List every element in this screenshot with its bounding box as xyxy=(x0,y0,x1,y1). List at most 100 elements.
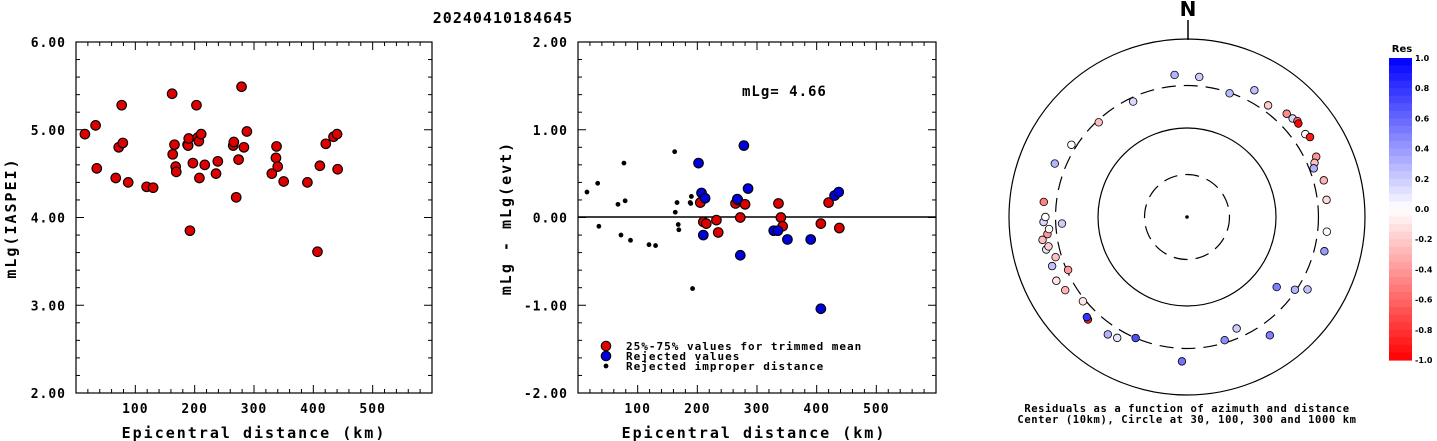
colorbar-cell xyxy=(1389,344,1412,354)
y-tick-label: 4.00 xyxy=(31,212,66,227)
colorbar: Res 1.0 0.8 0.6 0.4 0.2 0.0 -0.2 -0.4 -0.6 -0.8 -1… xyxy=(1389,44,1433,365)
station-point xyxy=(1177,357,1187,366)
data-point xyxy=(236,81,247,93)
station-point xyxy=(1047,261,1057,271)
colorbar-cell xyxy=(1389,307,1412,316)
magnitude-annotation: mLg= 4.66 xyxy=(742,84,827,100)
data-point xyxy=(332,163,344,175)
legend-label-rejected: Rejected values xyxy=(626,350,740,363)
data-point xyxy=(734,212,746,223)
data-point xyxy=(690,286,695,291)
data-point xyxy=(241,126,253,137)
distance-ring-100km xyxy=(1097,127,1277,307)
data-point xyxy=(195,128,207,140)
colorbar-cell xyxy=(1389,216,1412,225)
station-point xyxy=(1170,70,1179,80)
data-point xyxy=(91,163,103,174)
data-point xyxy=(773,198,784,209)
y-tick-label: 2.00 xyxy=(533,36,568,51)
data-point xyxy=(187,157,199,169)
data-point xyxy=(615,201,621,207)
caption-line-1: Residuals as a function of azimuth and d… xyxy=(1024,403,1349,415)
legend-label-trimmed: 25%-75% values for trimmed mean xyxy=(626,340,862,353)
colorbar-cell xyxy=(1389,261,1412,270)
colorbar-cell xyxy=(1389,163,1412,172)
data-point xyxy=(122,177,134,188)
data-point xyxy=(595,180,601,186)
y-axis-label: mLg - mLg(evt) xyxy=(497,141,515,295)
station-point xyxy=(1220,335,1229,345)
x-tick-label: 400 xyxy=(803,402,829,417)
data-point xyxy=(693,157,704,169)
station-point xyxy=(1305,132,1315,142)
station-point xyxy=(1094,118,1103,127)
station-point xyxy=(1103,330,1113,339)
station-points xyxy=(1038,70,1332,366)
colorbar-cell xyxy=(1389,352,1412,361)
data-point xyxy=(628,237,633,243)
station-point xyxy=(1309,164,1318,173)
data-point xyxy=(584,189,590,195)
colorbar-cell xyxy=(1389,276,1412,286)
data-point xyxy=(191,99,202,111)
colorbar-cell xyxy=(1389,292,1412,301)
caption-line-2: Center (10km), Circle at 30, 100, 300 an… xyxy=(1017,414,1356,426)
data-point xyxy=(278,176,290,187)
colorbar-tick-label: 0.6 xyxy=(1415,114,1430,123)
axis-ticks xyxy=(577,41,937,394)
colorbar-tick-labels: 1.0 0.8 0.6 0.4 0.2 0.0 -0.2 -0.4 -0.6 -0.8 -1.0 xyxy=(1415,54,1433,365)
data-point xyxy=(199,159,211,171)
colorbar-cell xyxy=(1389,171,1412,180)
data-points xyxy=(584,140,845,315)
station-point xyxy=(1322,195,1331,205)
colorbar-cell xyxy=(1389,269,1412,278)
panel-magnitude-vs-distance: 100 200 300 400 500 2.00 3.00 4.00 5.00 6.00 Epic… xyxy=(2,36,433,441)
data-point xyxy=(697,229,709,241)
data-point xyxy=(271,141,282,152)
x-tick-label: 200 xyxy=(684,402,710,417)
station-point xyxy=(1225,89,1234,98)
colorbar-cell xyxy=(1389,322,1412,331)
station-point xyxy=(1131,333,1140,343)
y-tick-label: -1.00 xyxy=(524,299,568,314)
station-point xyxy=(1320,247,1329,256)
colorbar-tick-label: 1.0 xyxy=(1415,54,1430,63)
data-point xyxy=(147,182,159,194)
distance-ring-300km xyxy=(1054,84,1320,350)
colorbar-tick-label: 0.4 xyxy=(1415,145,1430,154)
legend-marker-trimmed xyxy=(600,340,612,352)
colorbar-cell xyxy=(1389,178,1412,187)
data-points xyxy=(79,81,344,258)
colorbar-cell xyxy=(1389,193,1412,203)
data-point xyxy=(166,88,178,100)
x-tick-label: 300 xyxy=(241,402,267,417)
data-point xyxy=(646,242,652,248)
station-point xyxy=(1265,331,1275,340)
colorbar-cell xyxy=(1389,201,1412,210)
x-axis-label: Epicentral distance (km) xyxy=(122,424,387,441)
station-point xyxy=(1294,119,1303,128)
x-tick-label: 400 xyxy=(300,402,326,417)
distance-ring-1000km xyxy=(1008,38,1366,396)
data-point xyxy=(700,218,712,229)
colorbar-tick-label: -0.6 xyxy=(1415,296,1433,305)
station-point xyxy=(1282,109,1291,118)
data-point xyxy=(272,161,284,172)
x-tick-label: 100 xyxy=(624,402,650,417)
colorbar-cell xyxy=(1389,337,1412,346)
colorbar-cell xyxy=(1389,209,1412,218)
station-point xyxy=(1232,324,1241,333)
data-point xyxy=(772,225,784,237)
station-point xyxy=(1052,276,1061,285)
colorbar-tick-label: -0.2 xyxy=(1415,235,1433,244)
data-point xyxy=(739,198,751,210)
colorbar-tick-label: -0.8 xyxy=(1415,326,1433,335)
y-tick-label: 0.00 xyxy=(533,212,568,227)
station-point xyxy=(1290,285,1300,294)
station-point xyxy=(1263,101,1273,110)
data-point xyxy=(711,214,722,226)
data-point xyxy=(676,227,682,233)
colorbar-cell xyxy=(1389,246,1412,255)
colorbar-cell xyxy=(1389,58,1412,67)
legend: 25%-75% values for trimmed mean Rejected… xyxy=(600,340,862,373)
